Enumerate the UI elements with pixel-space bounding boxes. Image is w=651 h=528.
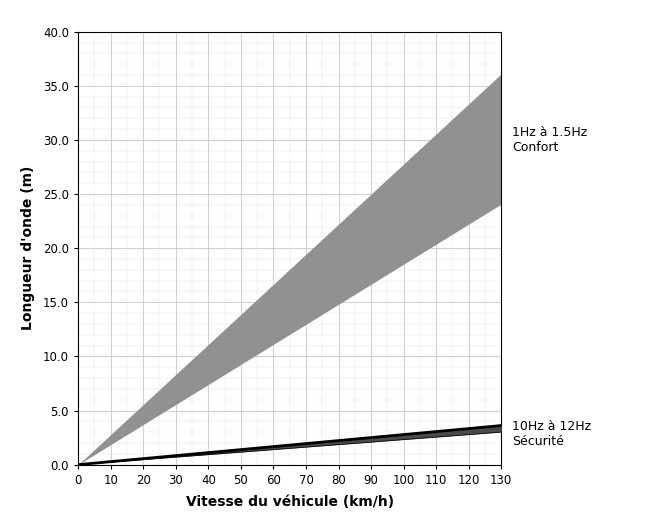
Y-axis label: Longueur d'onde (m): Longueur d'onde (m) [21, 166, 35, 331]
X-axis label: Vitesse du véhicule (km/h): Vitesse du véhicule (km/h) [186, 495, 394, 509]
Text: 10Hz à 12Hz
Sécurité: 10Hz à 12Hz Sécurité [512, 420, 592, 448]
Text: 1Hz à 1.5Hz
Confort: 1Hz à 1.5Hz Confort [512, 126, 588, 154]
